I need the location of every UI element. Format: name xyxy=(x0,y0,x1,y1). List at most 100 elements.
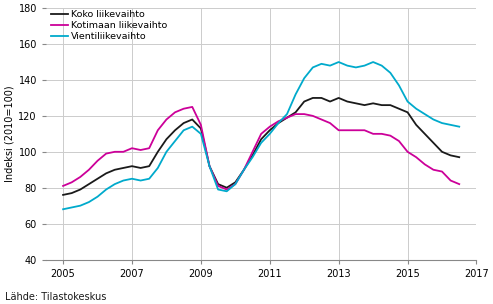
Line: Koko liikevaihto: Koko liikevaihto xyxy=(63,98,459,195)
Vientiliikevaihto xyxy=(138,179,143,182)
Koko liikevaihto xyxy=(457,155,462,159)
Vientiliikevaihto xyxy=(189,125,195,129)
Koko liikevaihto xyxy=(60,193,66,197)
Koko liikevaihto xyxy=(430,141,436,145)
Koko liikevaihto xyxy=(327,100,333,103)
Kotimaan liikevaihto xyxy=(405,150,411,154)
Koko liikevaihto xyxy=(112,168,118,171)
Vientiliikevaihto xyxy=(344,64,350,67)
Vientiliikevaihto xyxy=(103,188,109,191)
Kotimaan liikevaihto xyxy=(370,132,376,136)
Vientiliikevaihto xyxy=(405,100,411,103)
Koko liikevaihto xyxy=(370,102,376,105)
Line: Kotimaan liikevaihto: Kotimaan liikevaihto xyxy=(63,107,459,189)
Kotimaan liikevaihto xyxy=(448,179,454,182)
Koko liikevaihto xyxy=(276,121,282,125)
Kotimaan liikevaihto xyxy=(60,184,66,188)
Vientiliikevaihto xyxy=(95,195,101,199)
Kotimaan liikevaihto xyxy=(103,152,109,155)
Kotimaan liikevaihto xyxy=(284,116,290,119)
Koko liikevaihto xyxy=(405,110,411,114)
Vientiliikevaihto xyxy=(258,141,264,145)
Koko liikevaihto xyxy=(258,137,264,141)
Kotimaan liikevaihto xyxy=(164,118,170,121)
Kotimaan liikevaihto xyxy=(112,150,118,154)
Koko liikevaihto xyxy=(379,103,385,107)
Kotimaan liikevaihto xyxy=(120,150,126,154)
Kotimaan liikevaihto xyxy=(327,121,333,125)
Kotimaan liikevaihto xyxy=(301,112,307,116)
Kotimaan liikevaihto xyxy=(232,182,238,186)
Koko liikevaihto xyxy=(146,164,152,168)
Vientiliikevaihto xyxy=(327,64,333,67)
Koko liikevaihto xyxy=(284,116,290,119)
Kotimaan liikevaihto xyxy=(95,159,101,163)
Vientiliikevaihto xyxy=(172,139,178,143)
Kotimaan liikevaihto xyxy=(353,128,359,132)
Vientiliikevaihto xyxy=(422,112,428,116)
Y-axis label: Indeksi (2010=100): Indeksi (2010=100) xyxy=(4,85,14,182)
Koko liikevaihto xyxy=(198,127,204,130)
Vientiliikevaihto xyxy=(336,60,342,64)
Kotimaan liikevaihto xyxy=(439,170,445,173)
Vientiliikevaihto xyxy=(224,189,230,193)
Koko liikevaihto xyxy=(172,128,178,132)
Koko liikevaihto xyxy=(86,182,92,186)
Koko liikevaihto xyxy=(422,132,428,136)
Kotimaan liikevaihto xyxy=(249,150,255,154)
Vientiliikevaihto xyxy=(301,76,307,80)
Koko liikevaihto xyxy=(344,100,350,103)
Vientiliikevaihto xyxy=(164,150,170,154)
Koko liikevaihto xyxy=(207,164,212,168)
Vientiliikevaihto xyxy=(370,60,376,64)
Kotimaan liikevaihto xyxy=(310,114,316,118)
Vientiliikevaihto xyxy=(413,107,419,111)
Vientiliikevaihto xyxy=(146,177,152,181)
Koko liikevaihto xyxy=(353,102,359,105)
Vientiliikevaihto xyxy=(267,132,273,136)
Koko liikevaihto xyxy=(189,118,195,121)
Kotimaan liikevaihto xyxy=(457,182,462,186)
Koko liikevaihto xyxy=(361,103,367,107)
Vientiliikevaihto xyxy=(276,121,282,125)
Kotimaan liikevaihto xyxy=(181,107,187,111)
Koko liikevaihto xyxy=(120,166,126,170)
Vientiliikevaihto xyxy=(198,132,204,136)
Koko liikevaihto xyxy=(310,96,316,100)
Kotimaan liikevaihto xyxy=(189,105,195,109)
Koko liikevaihto xyxy=(293,110,299,114)
Kotimaan liikevaihto xyxy=(198,123,204,127)
Vientiliikevaihto xyxy=(293,92,299,96)
Kotimaan liikevaihto xyxy=(396,139,402,143)
Vientiliikevaihto xyxy=(60,207,66,211)
Koko liikevaihto xyxy=(164,137,170,141)
Vientiliikevaihto xyxy=(439,121,445,125)
Koko liikevaihto xyxy=(69,191,74,195)
Koko liikevaihto xyxy=(129,164,135,168)
Vientiliikevaihto xyxy=(155,166,161,170)
Vientiliikevaihto xyxy=(120,179,126,182)
Koko liikevaihto xyxy=(155,150,161,154)
Koko liikevaihto xyxy=(413,123,419,127)
Vientiliikevaihto xyxy=(448,123,454,127)
Legend: Koko liikevaihto, Kotimaan liikevaihto, Vientiliikevaihto: Koko liikevaihto, Kotimaan liikevaihto, … xyxy=(51,10,168,41)
Vientiliikevaihto xyxy=(86,200,92,204)
Vientiliikevaihto xyxy=(379,64,385,67)
Text: Lähde: Tilastokeskus: Lähde: Tilastokeskus xyxy=(5,292,106,302)
Vientiliikevaihto xyxy=(318,62,324,66)
Vientiliikevaihto xyxy=(129,177,135,181)
Koko liikevaihto xyxy=(103,171,109,175)
Koko liikevaihto xyxy=(249,154,255,157)
Vientiliikevaihto xyxy=(215,188,221,191)
Vientiliikevaihto xyxy=(387,71,393,74)
Kotimaan liikevaihto xyxy=(293,112,299,116)
Kotimaan liikevaihto xyxy=(430,168,436,171)
Koko liikevaihto xyxy=(77,188,83,191)
Vientiliikevaihto xyxy=(112,182,118,186)
Koko liikevaihto xyxy=(336,96,342,100)
Kotimaan liikevaihto xyxy=(413,155,419,159)
Koko liikevaihto xyxy=(448,154,454,157)
Kotimaan liikevaihto xyxy=(207,164,212,168)
Vientiliikevaihto xyxy=(77,204,83,208)
Koko liikevaihto xyxy=(241,168,247,171)
